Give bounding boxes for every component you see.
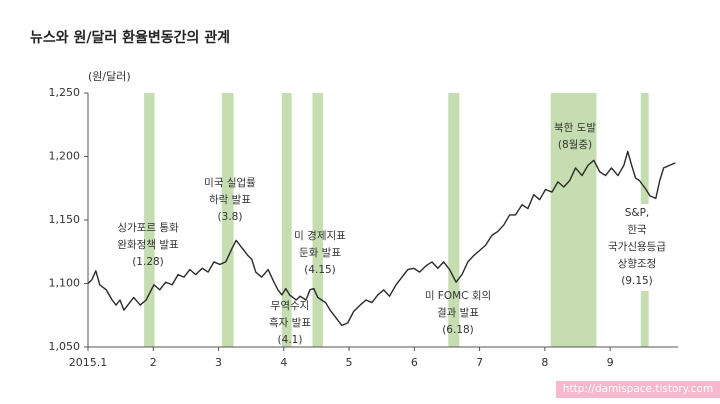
annotation: (3.8) [218,211,243,223]
event-band [448,93,460,347]
x-tick-label: 5 [346,356,353,369]
y-tick-label: 1,250 [49,86,81,99]
annotation: (1.28) [132,256,164,268]
event-bands [144,93,649,347]
plot [87,150,676,327]
y-tick-label: 1,150 [49,213,81,226]
event-band [221,93,234,347]
x-tick-label: 7 [476,356,483,369]
annotation: 북한 도발 [554,122,596,134]
annotation: 완화정책 발표 [117,238,179,251]
annotation: 결과 발표 [437,307,479,319]
axes: 1,050 1,100 1,150 1,200 1,250 2015.1 2 3 4 5 6 7 8 9 [49,86,678,369]
x-tick-label: 6 [411,356,418,369]
event-band [312,93,323,347]
y-tick-label: 1,100 [49,277,81,290]
annotation: 국가신용등급 [608,241,666,253]
annotation: (8월중) [558,139,592,151]
annotation: 흑자 발표 [269,316,311,329]
event-band [550,93,597,347]
x-tick-label: 2 [150,356,157,369]
annotation: 한국 [627,224,647,236]
y-axis-label: (원/달러) [88,70,131,83]
line [87,150,676,327]
x-tick-label: 8 [541,356,548,369]
annotation: 상향조정 [618,258,657,270]
annotation: 무역수지 [271,300,310,312]
x-tick-label: 3 [215,356,222,369]
x-tick-label: 2015.1 [69,356,108,369]
watermark: http://damispace.tistory.com [556,381,720,398]
annotation: (4.1) [278,334,303,346]
annotation: 미 FOMC 회의 [425,290,491,302]
annotation: (4.15) [304,264,336,276]
x-tick-label: 9 [607,356,614,369]
annotation-bg [602,204,672,291]
annotation: 미 경제지표 [294,229,346,242]
y-tick-label: 1,050 [49,340,81,353]
annotation: (6.18) [442,324,474,336]
annotation: (9.15) [621,275,653,287]
annotation: 둔화 발표 [299,247,341,259]
y-tick-label: 1,200 [49,150,81,163]
chart-title: 뉴스와 원/달러 환율변동간의 관계 [30,29,230,46]
annotation: 미국 실업률 [204,176,256,189]
annotation: 하락 발표 [209,193,251,206]
event-band [144,93,155,347]
x-tick-label: 4 [280,356,287,369]
annotation: S&P, [625,207,650,219]
annotation: 싱가포르 통화 [117,222,179,234]
event-band [281,93,292,347]
